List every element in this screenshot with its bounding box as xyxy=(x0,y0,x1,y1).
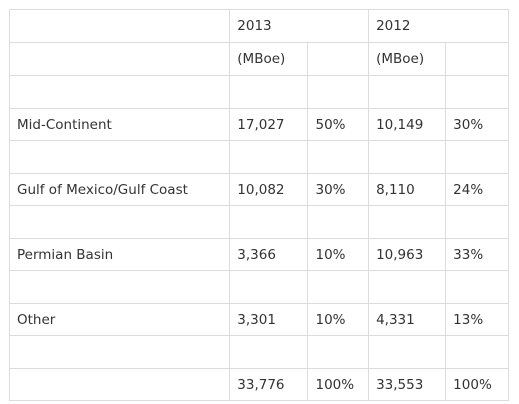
row-label: Permian Basin xyxy=(8,238,231,271)
year-2012-header: 2012 xyxy=(368,9,509,43)
percent-2013: 50% xyxy=(307,108,370,141)
spacer-row xyxy=(8,335,509,369)
row-label: Other xyxy=(8,303,231,336)
value-2012: 10,963 xyxy=(368,238,447,271)
percent-2013: 30% xyxy=(307,173,370,206)
total-percent-2013: 100% xyxy=(307,368,370,401)
table-row: Mid-Continent 17,027 50% 10,149 30% xyxy=(8,108,509,141)
spacer-row xyxy=(8,270,509,304)
total-2012: 33,553 xyxy=(368,368,447,401)
empty-cell xyxy=(445,42,509,76)
table-row: Permian Basin 3,366 10% 10,963 33% xyxy=(8,238,509,271)
value-2012: 10,149 xyxy=(368,108,447,141)
empty-cell xyxy=(8,368,231,401)
value-2012: 4,331 xyxy=(368,303,447,336)
percent-2013: 10% xyxy=(307,238,370,271)
reserves-table: 2013 2012 (MBoe) (MBoe) Mid-Continent 17… xyxy=(8,9,509,401)
empty-cell xyxy=(307,42,370,76)
empty-cell xyxy=(8,9,231,43)
value-2013: 10,082 xyxy=(229,173,309,206)
table-row: Gulf of Mexico/Gulf Coast 10,082 30% 8,1… xyxy=(8,173,509,206)
percent-2012: 24% xyxy=(445,173,509,206)
percent-2012: 30% xyxy=(445,108,509,141)
row-label: Gulf of Mexico/Gulf Coast xyxy=(8,173,231,206)
value-2013: 17,027 xyxy=(229,108,309,141)
percent-2013: 10% xyxy=(307,303,370,336)
total-2013: 33,776 xyxy=(229,368,309,401)
spacer-row xyxy=(8,140,509,174)
total-row: 33,776 100% 33,553 100% xyxy=(8,368,509,401)
percent-2012: 13% xyxy=(445,303,509,336)
year-2013-header: 2013 xyxy=(229,9,370,43)
spacer-row xyxy=(8,205,509,239)
spacer-row xyxy=(8,75,509,109)
table-row: Other 3,301 10% 4,331 13% xyxy=(8,303,509,336)
value-2013: 3,301 xyxy=(229,303,309,336)
header-row-years: 2013 2012 xyxy=(8,9,509,43)
row-label: Mid-Continent xyxy=(8,108,231,141)
total-percent-2012: 100% xyxy=(445,368,509,401)
value-2012: 8,110 xyxy=(368,173,447,206)
empty-cell xyxy=(8,42,231,76)
percent-2012: 33% xyxy=(445,238,509,271)
unit-2013-header: (MBoe) xyxy=(229,42,309,76)
header-row-units: (MBoe) (MBoe) xyxy=(8,42,509,76)
value-2013: 3,366 xyxy=(229,238,309,271)
unit-2012-header: (MBoe) xyxy=(368,42,447,76)
